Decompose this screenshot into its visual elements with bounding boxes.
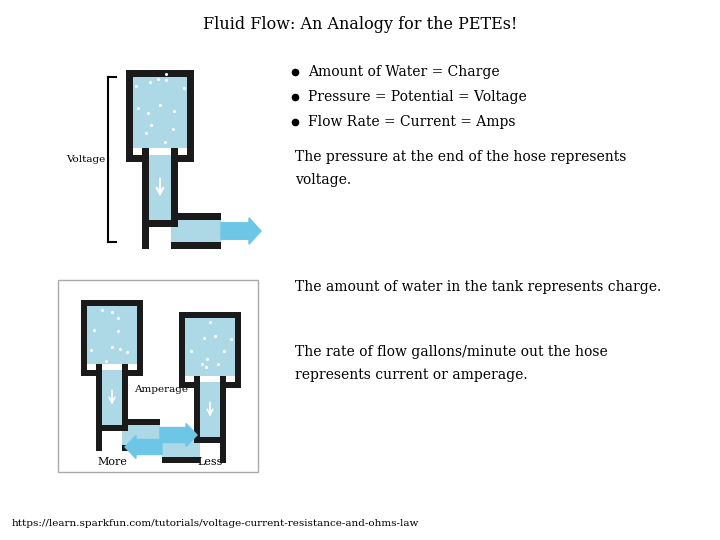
Bar [220, 382, 241, 388]
Bar [162, 457, 200, 463]
Text: Fluid Flow: An Analogy for the PETEs!: Fluid Flow: An Analogy for the PETEs! [203, 16, 517, 33]
Bar [171, 220, 221, 242]
Bar [122, 419, 160, 425]
Bar [220, 376, 226, 437]
Bar [235, 312, 241, 382]
Bar [81, 370, 102, 376]
Bar [126, 70, 194, 77]
Text: Less: Less [197, 457, 222, 467]
Bar [81, 300, 143, 306]
FancyArrow shape [125, 435, 162, 458]
Text: Voltage: Voltage [66, 155, 105, 164]
Bar [122, 364, 128, 425]
Bar [126, 70, 133, 155]
Bar [137, 300, 143, 370]
Bar [81, 300, 87, 370]
Bar [171, 155, 194, 162]
Bar [142, 148, 149, 220]
Bar [185, 312, 235, 376]
Bar [200, 382, 220, 437]
Bar [87, 300, 137, 364]
Bar [149, 155, 171, 220]
Bar [142, 220, 149, 249]
Bar [58, 280, 258, 472]
Text: Flow Rate = Current = Amps: Flow Rate = Current = Amps [308, 115, 516, 129]
Bar [122, 370, 143, 376]
Text: Amperage: Amperage [134, 385, 188, 394]
Bar [122, 425, 160, 445]
Bar [162, 437, 200, 457]
Bar [179, 312, 241, 318]
Bar [96, 364, 102, 425]
Text: The amount of water in the tank represents charge.: The amount of water in the tank represen… [295, 280, 661, 294]
Bar [179, 382, 200, 388]
Bar [162, 431, 200, 437]
Bar [187, 70, 194, 155]
FancyArrow shape [221, 218, 261, 244]
Bar [220, 437, 226, 463]
Bar [126, 155, 149, 162]
Bar [102, 370, 122, 425]
Text: https://learn.sparkfun.com/tutorials/voltage-current-resistance-and-ohms-law: https://learn.sparkfun.com/tutorials/vol… [12, 519, 419, 528]
Text: Amount of Water = Charge: Amount of Water = Charge [308, 65, 500, 79]
Bar [96, 425, 128, 431]
Bar [96, 425, 102, 451]
Text: More: More [97, 457, 127, 467]
FancyArrow shape [160, 423, 197, 447]
Bar [171, 242, 221, 249]
Text: The pressure at the end of the hose represents
voltage.: The pressure at the end of the hose repr… [295, 150, 626, 187]
Bar [142, 220, 178, 227]
Bar [194, 437, 226, 443]
Text: Pressure = Potential = Voltage: Pressure = Potential = Voltage [308, 90, 527, 104]
Bar [194, 376, 200, 437]
Bar [122, 445, 160, 451]
Bar [171, 213, 221, 220]
Text: The rate of flow gallons/minute out the hose
represents current or amperage.: The rate of flow gallons/minute out the … [295, 345, 608, 382]
Bar [171, 148, 178, 220]
Bar [179, 312, 185, 382]
Bar [133, 70, 187, 148]
